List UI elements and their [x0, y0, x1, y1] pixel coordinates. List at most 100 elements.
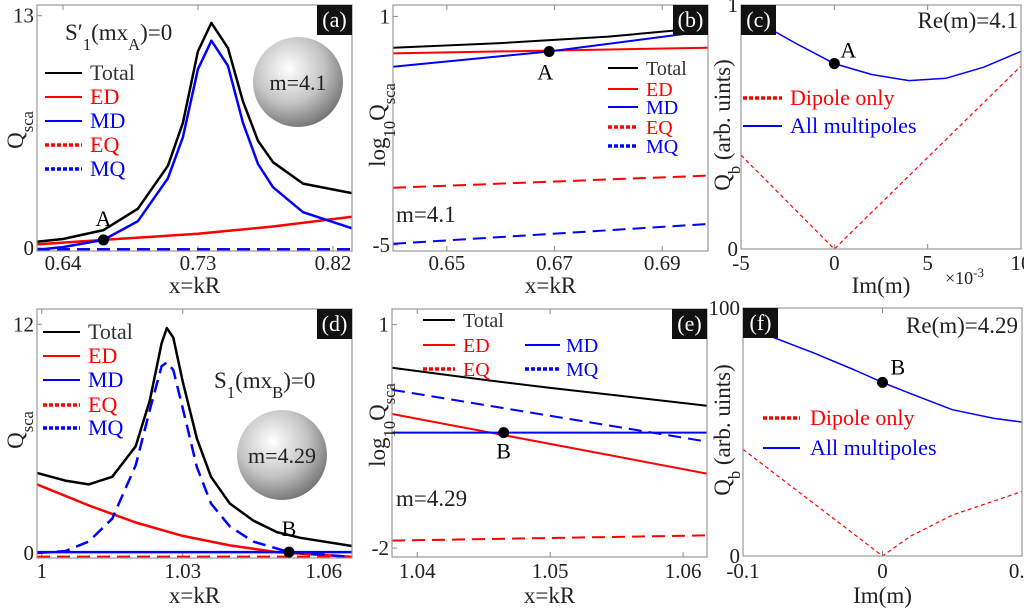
legend-label: MD	[646, 97, 678, 119]
y-axis-label-part: Q	[710, 479, 735, 496]
legend-label: Total	[646, 58, 687, 80]
series-ed	[392, 413, 707, 475]
annotation-part: S	[214, 368, 227, 393]
x-axis-label-part: x=kR	[169, 273, 221, 298]
y-tick-label: 0	[728, 237, 739, 261]
y-axis-label-part: log	[365, 137, 390, 167]
series-eq	[393, 174, 708, 189]
plot-frame	[36, 308, 353, 559]
plot-frame	[36, 4, 353, 252]
annotation-part: 1	[227, 383, 235, 402]
x-tick-label: 0.1	[1009, 559, 1024, 583]
y-tick-label: 1	[379, 313, 390, 337]
series-group	[37, 21, 352, 251]
y-tick-label: 0	[730, 544, 741, 568]
legend-label: All multipoles	[810, 435, 937, 460]
point-marker	[877, 376, 888, 388]
annotation-part: )=0	[283, 368, 315, 393]
series-total	[393, 26, 708, 49]
plot-frame	[740, 4, 1022, 250]
x-axis-label: x=kR	[524, 583, 576, 608]
sphere-icon	[253, 37, 343, 127]
sphere-label: m=4.1	[269, 70, 326, 95]
legend-label: ED	[90, 84, 119, 109]
y-axis-label-part: 10	[380, 121, 399, 138]
legend-label: Total	[90, 60, 135, 85]
point-label: A	[537, 59, 553, 84]
legend-label: EQ	[646, 117, 673, 139]
y-tick-label: 12	[13, 312, 34, 336]
y-axis-label-part: Q	[3, 132, 28, 149]
panel-d: 1 1.03 1.06012m=4.29TotalEDMDEQMQBS1(mxB)=…	[3, 308, 353, 608]
series-total	[392, 366, 707, 407]
y-axis-label-part: b	[725, 471, 744, 479]
legend-label: ED	[88, 343, 117, 368]
panel-label: (a)	[322, 7, 346, 32]
x-axis-label: Im(m)	[852, 273, 911, 298]
x-axis-label-part: x=kR	[525, 273, 577, 298]
y-axis-label-part: Q	[365, 104, 390, 121]
series-ed	[37, 483, 352, 558]
legend-label: EQ	[90, 132, 119, 157]
x-axis-label: Im(m)	[853, 583, 912, 608]
y-tick-label: 1	[728, 0, 739, 17]
legend-label: All multipoles	[790, 113, 917, 138]
y-axis-label: Qb (arb. uints)	[710, 59, 744, 191]
y-tick-label: -2	[372, 536, 390, 560]
y-axis-label-part: (arb. uints)	[710, 59, 735, 166]
y-axis-label-part: sca	[380, 383, 399, 405]
x-tick-label: 0.69	[644, 251, 681, 275]
series-dipole-only	[743, 448, 1022, 556]
panel-label-box	[743, 308, 778, 338]
annotation-part: S′	[65, 20, 83, 45]
x-tick-label: 0.65	[428, 251, 465, 275]
y-tick-label: 0	[24, 541, 35, 565]
legend-label: ED	[646, 79, 673, 101]
annotation-part: (mx	[91, 20, 129, 45]
x-tick-label: 1.05	[532, 559, 569, 583]
y-axis-label: log10Qsca	[365, 83, 399, 167]
annotation: S1(mxB)=0	[214, 368, 315, 402]
series-mq	[37, 361, 352, 558]
point-label: B	[891, 354, 906, 379]
y-axis-label: Qb (arb. uints)	[710, 364, 744, 496]
point-marker	[498, 427, 510, 439]
series-eq	[392, 534, 707, 542]
series-group	[392, 366, 707, 542]
annotation: m=4.1	[396, 202, 456, 227]
x-tick-label: 5	[922, 251, 933, 275]
plot-frame	[742, 307, 1023, 557]
panel-label: (d)	[322, 311, 348, 336]
y-axis-label-part: sca	[18, 410, 37, 432]
point-label: B	[282, 516, 297, 541]
point-label: A	[840, 38, 856, 63]
x-axis-label: x=kR	[169, 583, 221, 608]
x-axis-label-part: Im(m)	[853, 583, 912, 608]
x-tick-label: 0	[877, 559, 888, 583]
x-tick-label: 10	[1011, 251, 1024, 275]
x-axis-multiplier-part: ×10	[945, 268, 973, 288]
y-axis-label-part: Q	[710, 174, 735, 191]
x-tick-label: 0.73	[180, 251, 217, 275]
x-tick-label: 0.64	[45, 251, 82, 275]
x-tick-label: 0.82	[315, 251, 352, 275]
annotation: Re(m)=4.1	[918, 8, 1018, 33]
plot-frame	[392, 4, 709, 252]
legend-label: ED	[463, 335, 490, 357]
point-marker	[543, 45, 555, 57]
annotation: Re(m)=4.29	[906, 313, 1018, 338]
y-axis-label-part: (arb. uints)	[710, 364, 735, 471]
x-axis-label-part: x=kR	[524, 583, 576, 608]
x-axis-multiplier-part: -3	[973, 265, 984, 280]
legend-label: EQ	[88, 392, 117, 417]
legend-label: MQ	[88, 415, 124, 440]
annotation-part: Re(m)=4.1	[918, 8, 1018, 33]
series-dipole-only	[741, 65, 1021, 249]
panel-label: (b)	[678, 7, 704, 32]
series-md	[37, 39, 352, 251]
y-axis-label-part: 10	[380, 421, 399, 438]
annotation-part: m=4.1	[396, 202, 456, 227]
series-mq	[392, 388, 707, 443]
y-axis-label-part: sca	[380, 83, 399, 105]
